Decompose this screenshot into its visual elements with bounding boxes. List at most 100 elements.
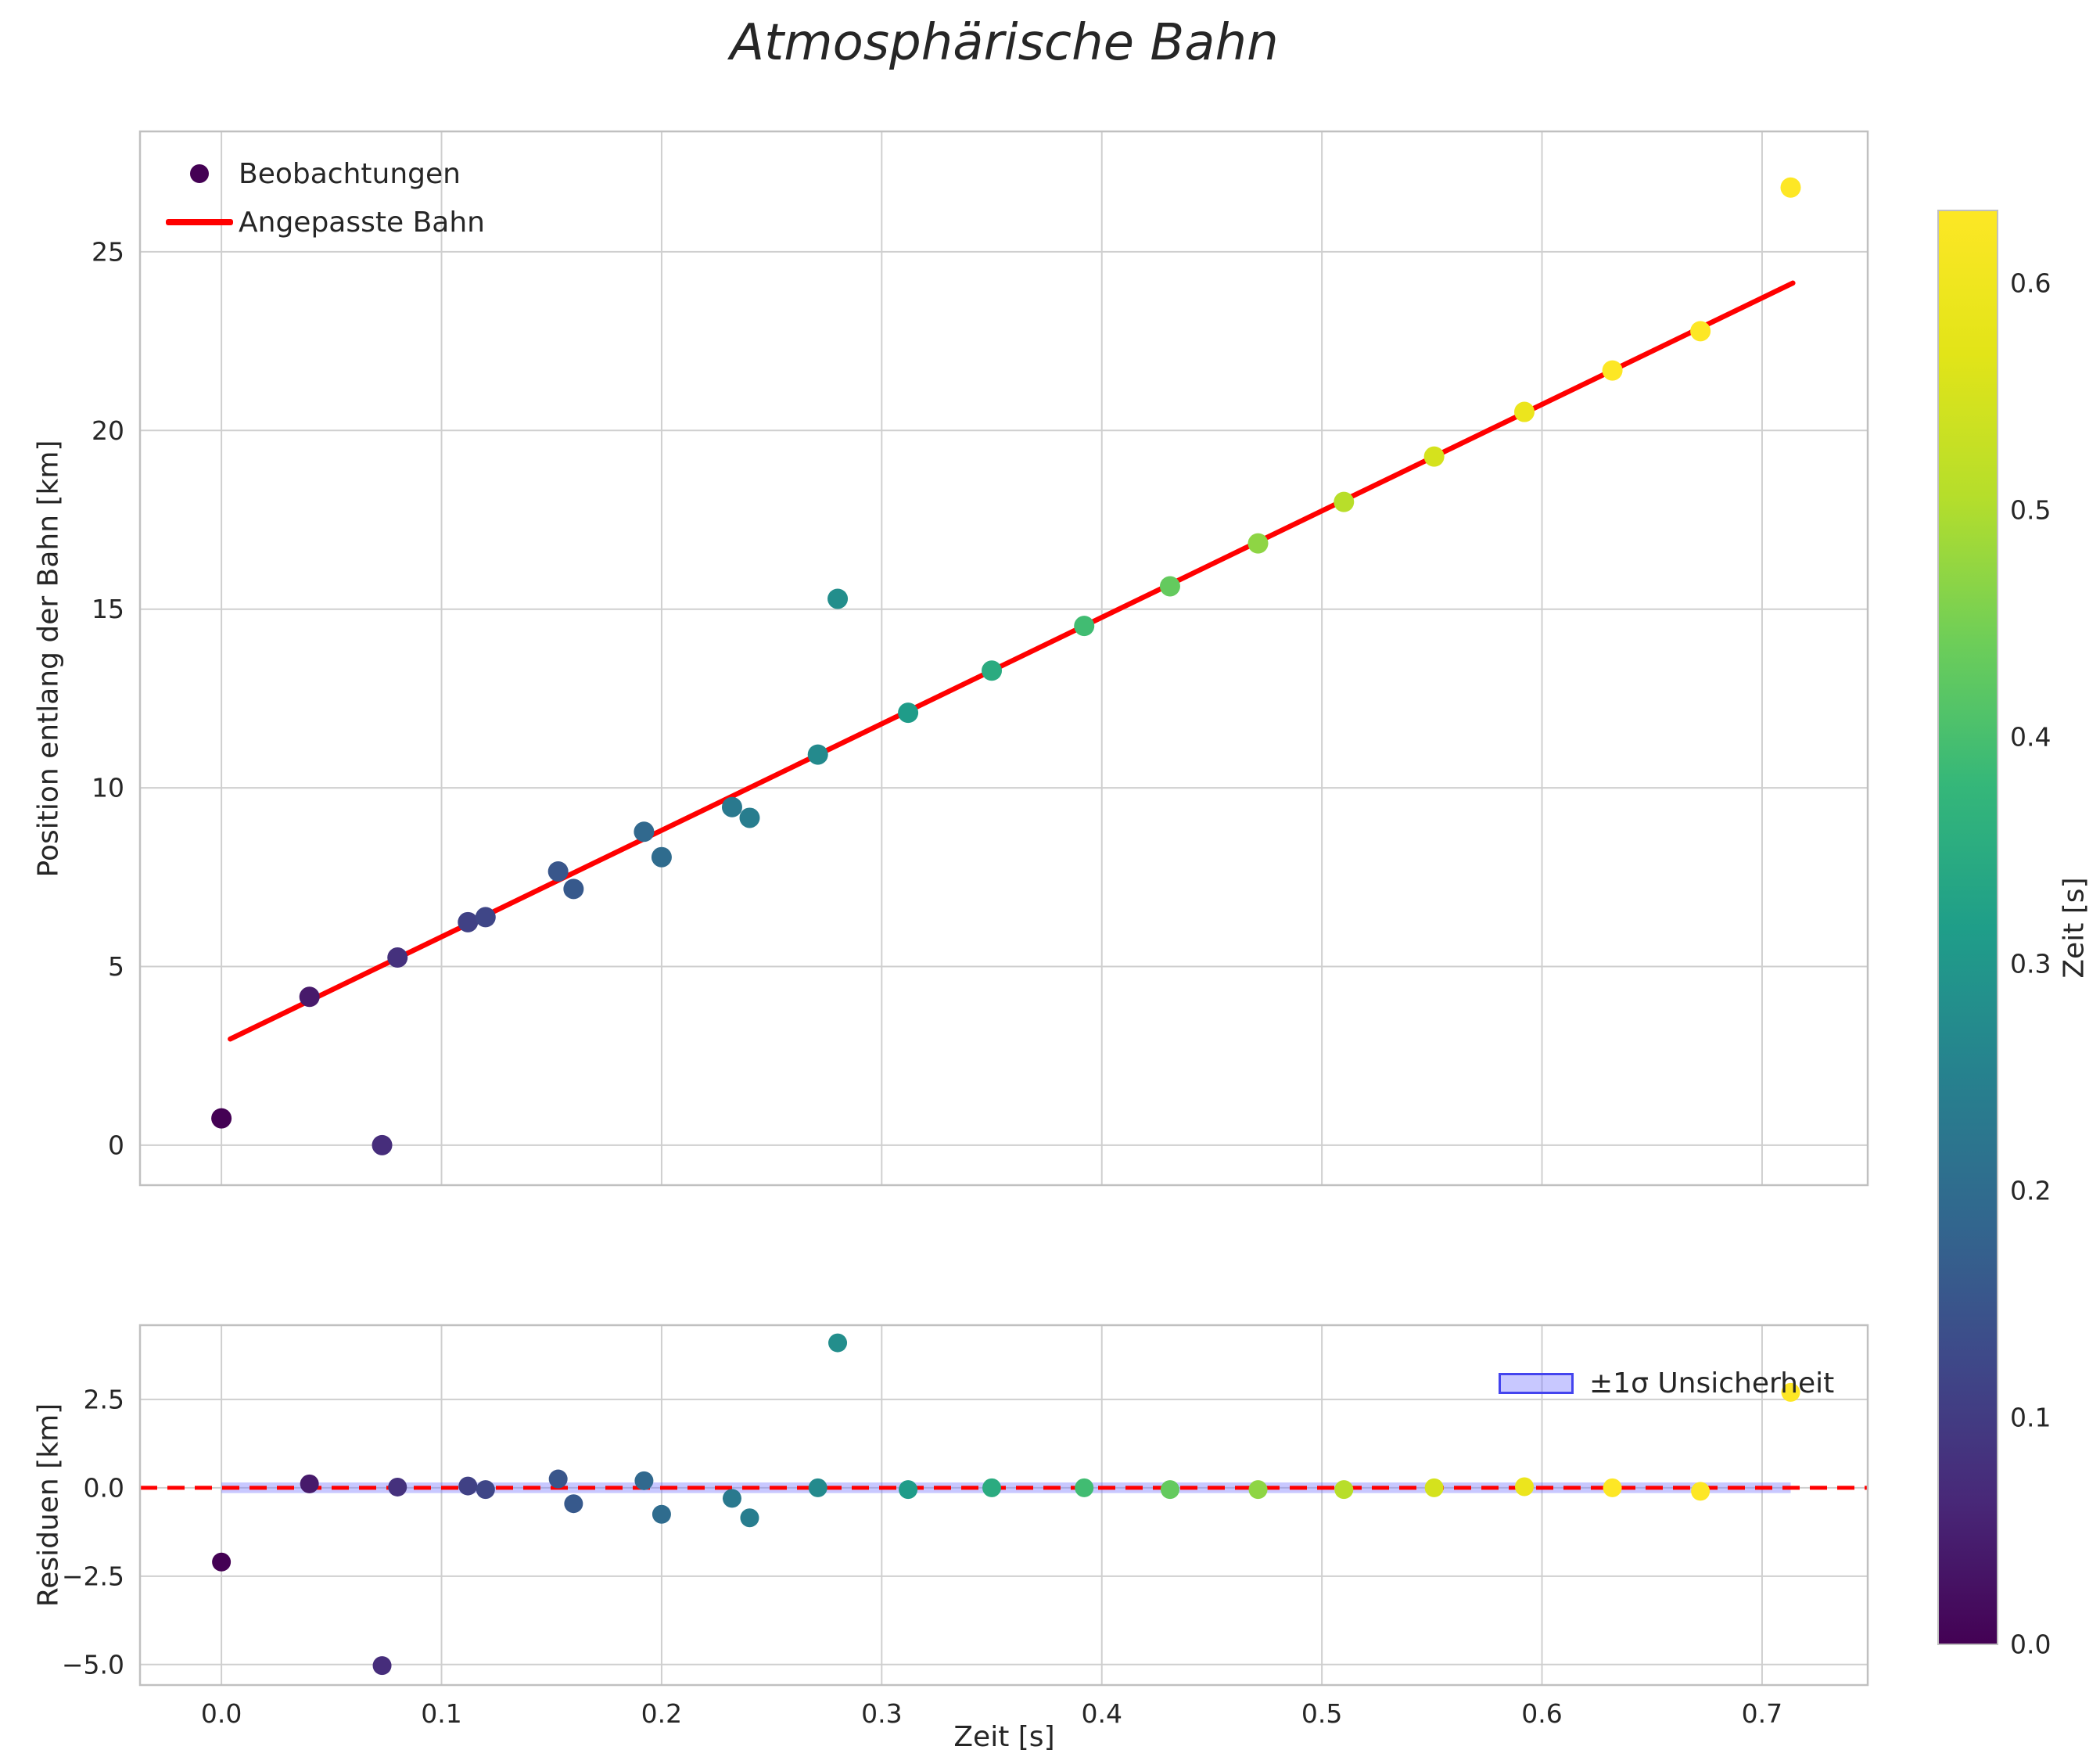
scatter-point [547,861,569,882]
residual-point [458,1476,478,1496]
x-tick-label: 0.0 [201,1698,242,1729]
residual-point [808,1478,827,1497]
residual-point [1515,1477,1535,1497]
x-tick-label: 0.7 [1742,1698,1782,1729]
scatter-point [1074,616,1095,637]
residual-point [1248,1480,1268,1500]
residual-y-axis-label: Residuen [km] [32,1403,65,1608]
residual-point [1603,1478,1622,1497]
residual-series [212,1333,1800,1676]
y-tick-label: 20 [92,415,124,446]
uncertainty-band [221,1482,1791,1493]
scatter-point [211,1108,232,1129]
legend-item-observations: Beobachtungen [160,153,485,194]
legend-observations-label: Beobachtungen [239,157,461,190]
residual-point [300,1474,319,1493]
scatter-point [739,807,760,828]
observations-marker-icon [160,164,239,183]
colorbar-tick-label: 0.3 [2010,948,2051,979]
residual-point [212,1552,232,1572]
scatter-dot-icon [190,164,209,183]
y-tick-label: −5.0 [62,1649,124,1680]
x-tick-label: 0.4 [1081,1698,1122,1729]
scatter-point [1247,533,1269,554]
colorbar-tick-label: 0.4 [2010,721,2051,752]
residual-point [564,1494,583,1514]
page-title: Atmosphärische Bahn [730,14,1279,72]
residual-point [740,1508,759,1528]
residual-point [1075,1478,1094,1497]
colorbar-label: Zeit [s] [2058,877,2091,979]
residual-point [982,1478,1002,1497]
x-tick-labels: 0.0 0.1 0.2 0.3 0.4 0.5 0.6 0.7 [201,1698,1782,1729]
residual-point [722,1489,741,1508]
x-tick-label: 0.1 [421,1698,461,1729]
line-sample-icon [166,219,233,225]
residual-plot-spine [138,1324,1869,1687]
y-tick-labels: 0 5 10 15 20 25 [92,236,124,1160]
scatter-point [563,878,584,900]
x-tick-label: 0.5 [1301,1698,1342,1729]
residual-point [899,1480,918,1500]
scatter-point [807,744,828,765]
x-tick-label: 0.3 [861,1698,902,1729]
residual-point [372,1656,392,1676]
scatter-point [1423,446,1445,467]
residual-point [828,1333,848,1353]
residual-point [1781,1382,1800,1402]
residual-point [548,1469,568,1489]
y-tick-label: 25 [92,236,124,267]
y-tick-label: 15 [92,594,124,624]
residual-point [652,1504,671,1524]
fit-line-marker-icon [160,219,239,225]
colorbar-tick-label: 0.6 [2010,268,2051,298]
residual-point [634,1471,654,1490]
scatter-point [827,588,849,609]
scatter-point [372,1134,393,1155]
y-tick-label: 0 [108,1130,124,1160]
y-tick-label: 10 [92,773,124,803]
scatter-point [1514,401,1535,422]
x-axis-label: Zeit [s] [953,1721,1055,1753]
scatter-point [1602,360,1623,381]
x-tick-label: 0.2 [641,1698,682,1729]
colorbar [1937,210,1998,1645]
y-tick-labels: 2.5 0.0 −2.5 −5.0 [62,1384,124,1680]
residual-legend: ±1σ Unsicherheit [1499,1367,1834,1399]
legend-item-fit: Angepasste Bahn [160,202,485,243]
y-tick-label: 0.0 [84,1472,124,1503]
scatter-point [1159,576,1180,597]
residual-point [1334,1480,1354,1500]
scatter-point [651,846,672,868]
scatter-point [721,796,742,817]
residual-point [1424,1478,1444,1497]
y-tick-label: 5 [108,951,124,982]
scatter-point [387,947,408,968]
uncertainty-band-icon [1499,1373,1574,1394]
top-plot-grid [140,131,1868,1185]
colorbar-tick-label: 0.2 [2010,1175,2051,1205]
colorbar-tick-labels: 0.0 0.1 0.2 0.3 0.4 0.5 0.6 [2010,268,2051,1659]
residual-point [1691,1482,1711,1501]
y-tick-label: 2.5 [84,1384,124,1414]
observations-series [211,177,1801,1155]
colorbar-tick-label: 0.0 [2010,1629,2051,1660]
colorbar-tick-label: 0.1 [2010,1402,2051,1432]
scatter-point [982,660,1003,681]
residual-point [476,1480,495,1500]
x-tick-label: 0.6 [1521,1698,1562,1729]
legend-fit-label: Angepasste Bahn [239,206,485,239]
scatter-point [634,821,655,843]
legend-uncertainty-label: ±1σ Unsicherheit [1589,1367,1835,1399]
scatter-point [1690,321,1711,342]
top-legend: Beobachtungen Angepasste Bahn [160,153,485,243]
scatter-point [299,986,320,1008]
scatter-point [458,911,479,932]
residual-plot-grid [140,1325,1868,1685]
top-plot-spine [138,130,1869,1187]
scatter-point [1334,491,1355,512]
residual-point [1160,1480,1179,1500]
scatter-point [475,907,496,928]
